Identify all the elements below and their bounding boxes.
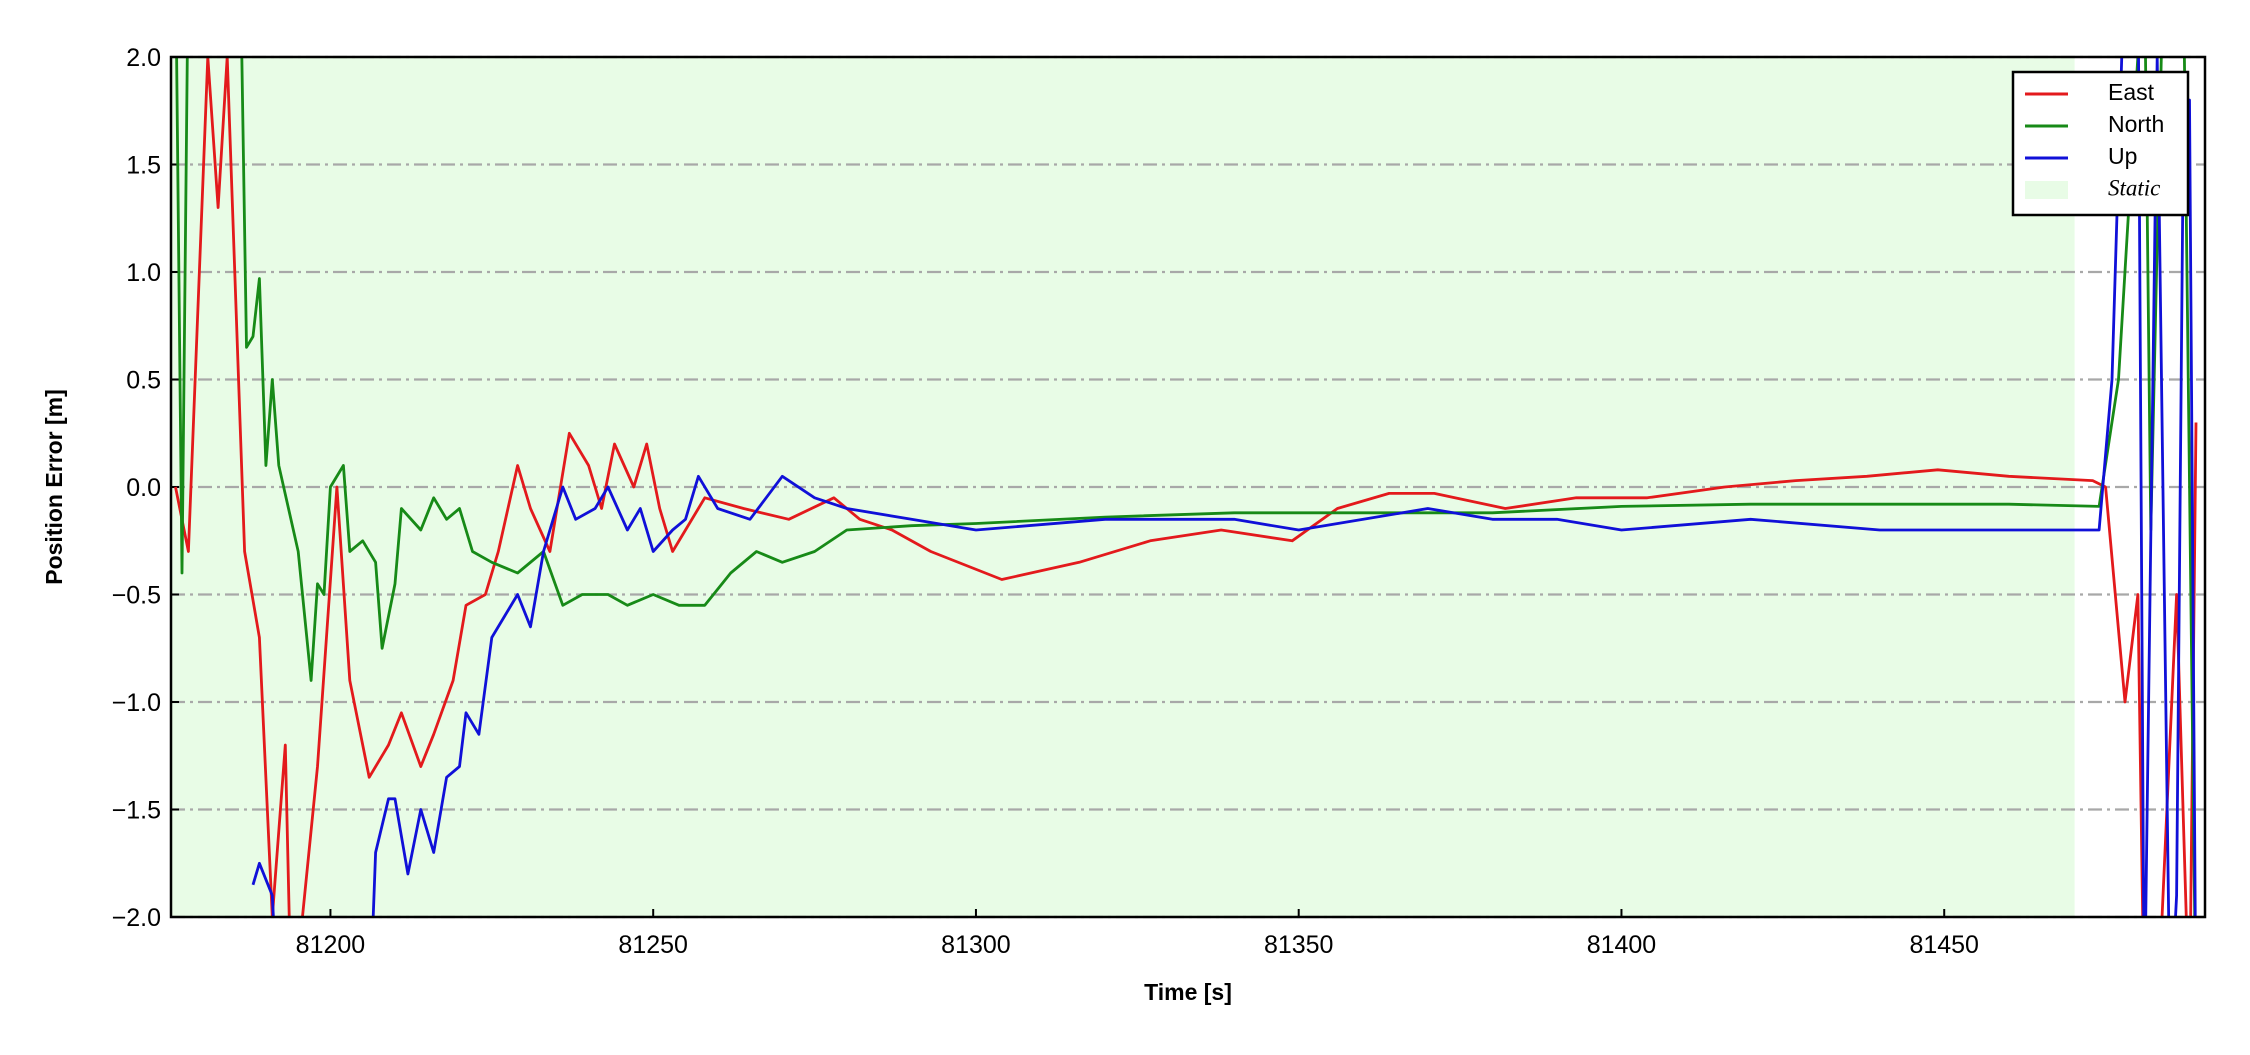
x-tick-label: 81450 — [1909, 931, 1979, 959]
plot-lines — [174, 57, 2198, 917]
y-tick-label: 0.0 — [126, 474, 161, 502]
y-tick-label: 0.5 — [126, 367, 161, 395]
x-tick-label: 81400 — [1587, 931, 1657, 959]
y-axis-label: Position Error [m] — [41, 389, 67, 585]
legend-label: East — [2108, 79, 2155, 105]
y-tick-label: −2.0 — [112, 904, 161, 932]
x-tick-label: 81350 — [1264, 931, 1334, 959]
y-tick-label: 1.5 — [126, 152, 161, 180]
y-tick-label: 2.0 — [126, 44, 161, 72]
y-tick-label: −1.5 — [112, 797, 161, 825]
y-tick-label: −1.0 — [112, 689, 161, 717]
series-line — [251, 861, 275, 917]
x-axis-label: Time [s] — [1144, 979, 1232, 1005]
legend-label: North — [2108, 111, 2164, 137]
x-tick-label: 81200 — [296, 931, 366, 959]
legend-swatch — [2025, 181, 2068, 199]
plot-frame — [169, 55, 2207, 919]
series-line — [174, 57, 2198, 917]
series-line — [175, 57, 2197, 917]
x-tick-label: 81300 — [941, 931, 1011, 959]
y-tick-label: 1.0 — [126, 259, 161, 287]
series-line — [371, 57, 2197, 917]
x-tick-label: 81250 — [618, 931, 688, 959]
y-tick-label: −0.5 — [112, 582, 161, 610]
legend-label: Up — [2108, 143, 2137, 169]
legend-label: Static — [2108, 175, 2160, 200]
